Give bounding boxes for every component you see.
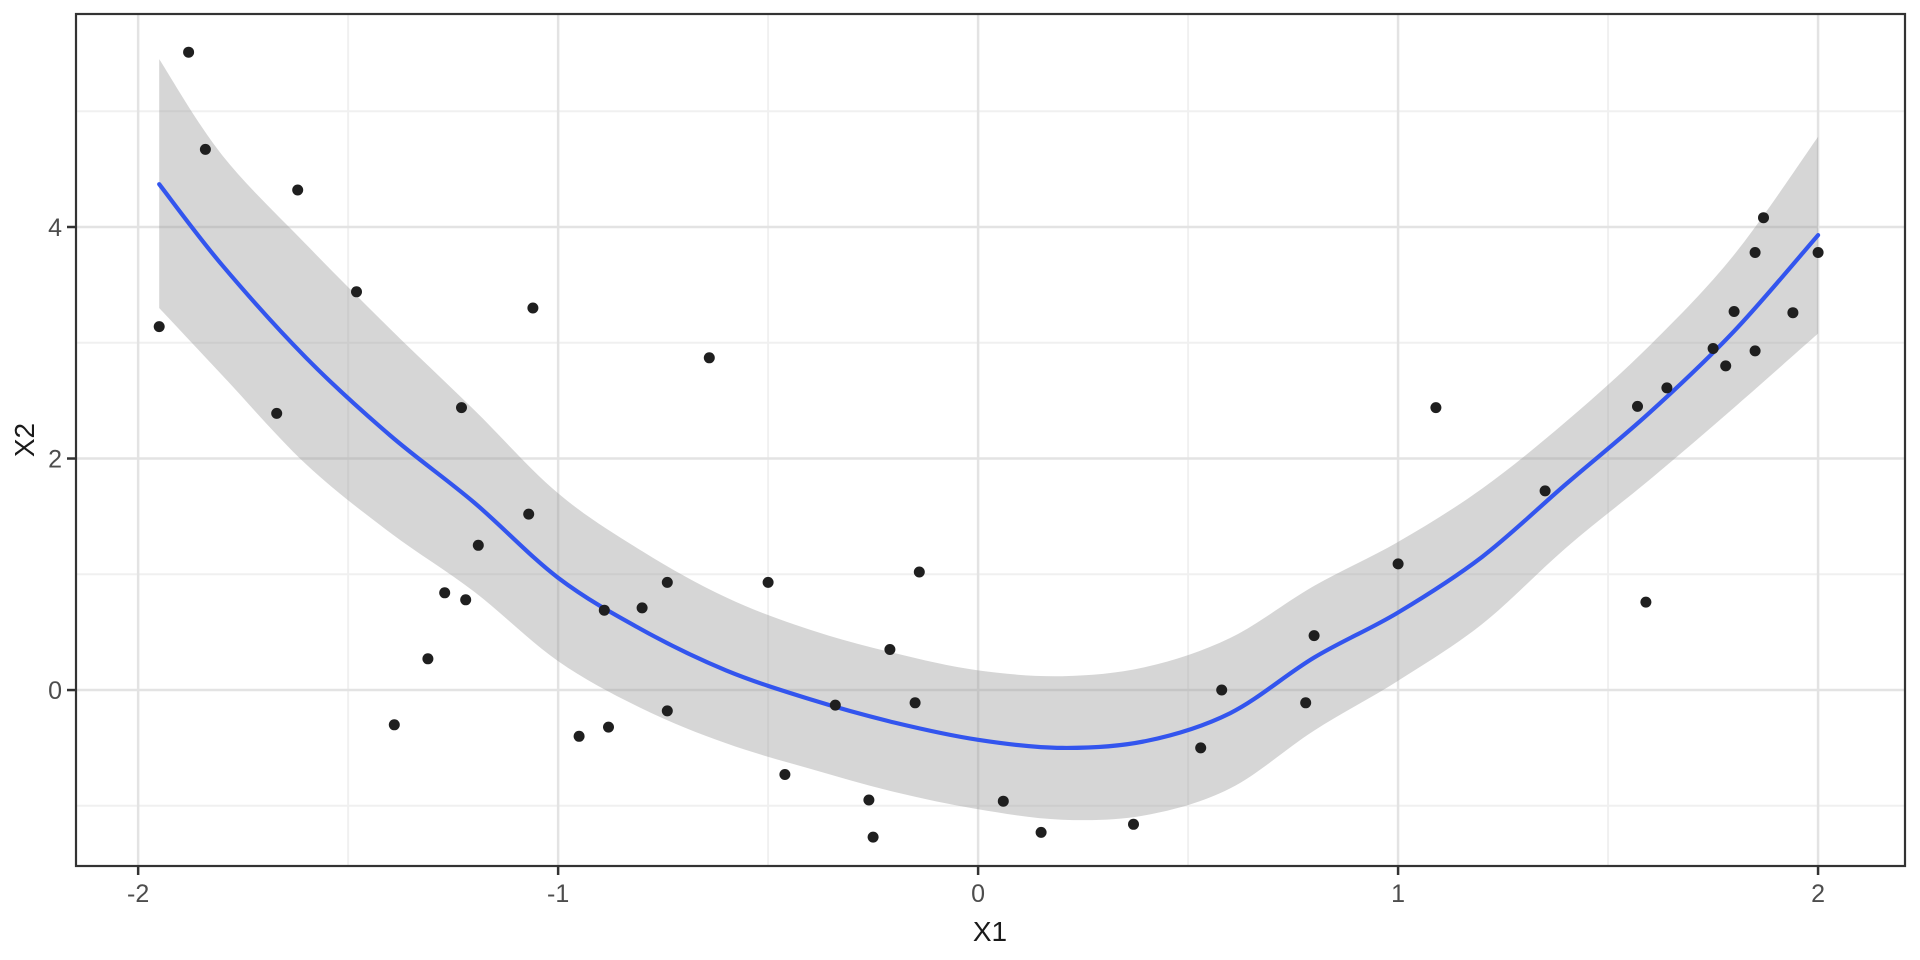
data-point xyxy=(1632,400,1643,412)
data-point xyxy=(829,699,841,711)
data-point xyxy=(422,653,434,665)
confidence-band xyxy=(159,59,1819,821)
y-tick-label: 0 xyxy=(48,677,62,705)
data-point xyxy=(456,402,467,414)
data-point xyxy=(1812,247,1824,258)
data-point xyxy=(661,705,673,717)
data-point xyxy=(183,46,195,58)
panel-background xyxy=(76,14,1905,866)
data-point xyxy=(703,352,715,364)
y-axis-title: X2 xyxy=(9,423,40,457)
confidence-band-area xyxy=(159,59,1819,821)
data-point xyxy=(271,407,283,419)
data-point xyxy=(199,143,211,155)
data-point xyxy=(598,604,610,616)
data-point xyxy=(636,602,648,614)
axis-tick-marks xyxy=(67,225,1820,875)
data-point xyxy=(1720,360,1732,372)
panel-border xyxy=(74,12,1907,868)
data-point xyxy=(779,769,791,780)
y-tick-label: 4 xyxy=(48,214,62,242)
data-point xyxy=(1308,630,1320,642)
data-point xyxy=(762,576,774,588)
data-point xyxy=(1216,684,1228,696)
data-point xyxy=(523,508,535,520)
data-point xyxy=(292,184,304,196)
data-point xyxy=(1758,212,1769,224)
data-point xyxy=(909,697,921,709)
y-tick-label: 2 xyxy=(48,446,62,474)
data-point xyxy=(1035,826,1047,838)
data-point xyxy=(884,644,896,655)
x-tick-label: 2 xyxy=(1811,880,1825,908)
regression-line xyxy=(157,182,1821,751)
data-point xyxy=(153,321,165,333)
data-point xyxy=(1787,307,1799,319)
data-point xyxy=(1539,485,1551,497)
x-tick-label: 0 xyxy=(971,880,985,908)
data-point xyxy=(863,794,875,806)
data-point xyxy=(1300,697,1312,709)
axis-tick-labels: -2 -1 0 1 2 4 2 0 xyxy=(48,214,1825,908)
data-point xyxy=(603,721,614,733)
data-point xyxy=(1749,247,1761,258)
data-point xyxy=(1640,596,1652,608)
data-point xyxy=(867,831,879,843)
data-point xyxy=(913,566,925,578)
data-point xyxy=(472,539,484,551)
data-point xyxy=(1430,402,1442,414)
smooth-line xyxy=(157,182,1821,751)
data-point xyxy=(1128,818,1139,830)
data-point xyxy=(1749,345,1761,357)
plot-panel xyxy=(76,14,1905,866)
data-point xyxy=(573,730,585,742)
grid-major-lines xyxy=(76,14,1905,866)
data-point xyxy=(1392,558,1404,570)
panel-border-rect xyxy=(74,12,1907,868)
data-point xyxy=(388,719,400,731)
data-point xyxy=(460,594,472,606)
data-point xyxy=(1661,382,1673,394)
data-point xyxy=(1707,343,1719,354)
data-points xyxy=(153,46,1824,843)
data-point xyxy=(351,286,362,298)
data-point xyxy=(1195,742,1207,754)
grid-minor-lines xyxy=(76,14,1905,866)
data-point xyxy=(661,576,673,588)
data-point xyxy=(527,302,539,314)
data-point xyxy=(439,587,451,599)
x-tick-label: 1 xyxy=(1391,880,1405,908)
data-point xyxy=(997,795,1009,807)
x-tick-label: -1 xyxy=(547,880,569,908)
data-point xyxy=(1728,306,1740,317)
x-axis-title: X1 xyxy=(973,916,1007,947)
x-tick-label: -2 xyxy=(127,880,149,908)
